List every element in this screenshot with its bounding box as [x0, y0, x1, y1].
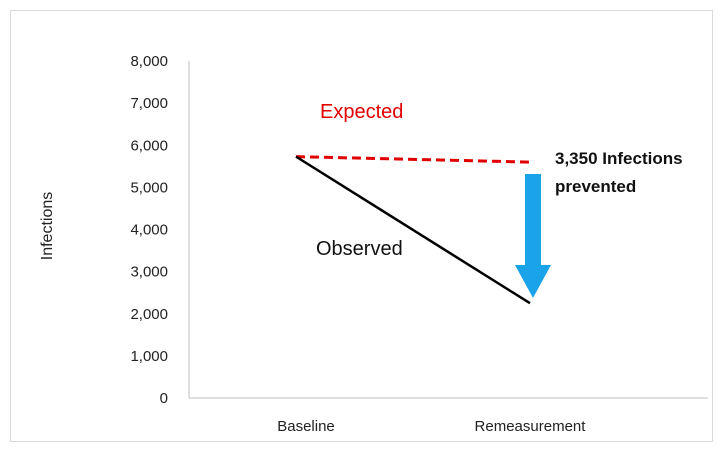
y-tick-label: 4,000: [130, 222, 168, 239]
chart-frame: [10, 10, 713, 442]
y-tick-label: 1,000: [130, 348, 168, 365]
prevented-annotation-line2: prevented: [555, 177, 636, 196]
prevented-arrow-group: [515, 174, 551, 298]
prevented-annotation-line1: 3,350 Infections: [555, 149, 683, 168]
y-tick-label: 5,000: [130, 179, 168, 196]
y-axis-label: Infections: [39, 192, 56, 260]
prevented-arrow-head: [515, 265, 551, 298]
y-tick-label: 2,000: [130, 306, 168, 323]
x-tick-label: Remeasurement: [475, 418, 587, 435]
y-axis: 0 1,000 2,000 3,000 4,000 5,000 6,000 7,000 8,00…: [130, 53, 190, 407]
series-group: [295, 155, 531, 305]
y-tick-label: 8,000: [130, 53, 168, 70]
observed-annotation: Observed: [316, 238, 403, 260]
y-tick-label: 7,000: [130, 95, 168, 112]
y-tick-label: 6,000: [130, 137, 168, 154]
prevented-arrow-shaft: [525, 174, 541, 266]
expected-annotation: Expected: [320, 101, 403, 123]
x-tick-label: Baseline: [277, 418, 335, 435]
expected-line: [295, 155, 531, 164]
y-tick-label: 0: [160, 390, 168, 407]
x-axis: Baseline Remeasurement: [189, 397, 708, 435]
observed-line: [295, 155, 531, 305]
y-tick-label: 3,000: [130, 264, 168, 281]
